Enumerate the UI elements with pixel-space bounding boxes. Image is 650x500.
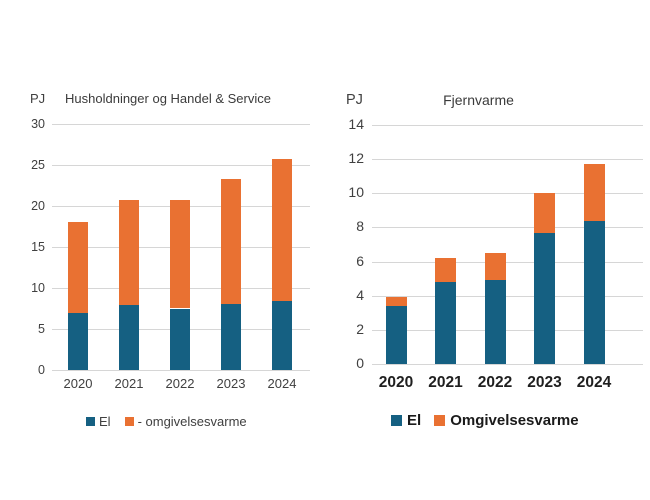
bar-segment-omgivelsesvarme-2020 <box>385 297 407 306</box>
bar-segment-el-2024 <box>583 220 605 364</box>
y-tick-label-5: 5 <box>38 322 45 336</box>
bar-segment-el-2020 <box>385 306 407 364</box>
legend-swatch <box>434 415 446 426</box>
gridline-25 <box>52 165 310 166</box>
legend-swatch <box>391 415 402 426</box>
legend-label: El <box>407 412 422 429</box>
legend-item-el: El <box>391 412 421 429</box>
chart-title: Fjernvarme <box>443 92 514 108</box>
legend-label: Omgivelsesvarme <box>450 412 579 429</box>
y-tick-label-8: 8 <box>356 218 364 235</box>
x-tick-label-2020: 2020 <box>63 376 93 391</box>
bar-segment-omgivelsesvarme-2022 <box>484 253 506 281</box>
bar-segment-el-2022 <box>484 280 506 365</box>
y-tick-label-25: 25 <box>31 158 45 172</box>
bar-segment-el-2022 <box>170 308 190 370</box>
bar-segment-el-2023 <box>221 304 241 370</box>
bar-segment-omgivelsesvarme-2021 <box>119 200 139 306</box>
y-tick-label-15: 15 <box>31 240 45 254</box>
y-tick-label-30: 30 <box>31 117 45 131</box>
gridline-0 <box>52 370 310 371</box>
legend-item-omgivelsesvarme: Omgivelsesvarme <box>434 412 579 429</box>
x-tick-label-2024: 2024 <box>267 376 297 391</box>
gridline-10 <box>372 193 643 195</box>
legend: El Omgivelsesvarme <box>391 412 579 429</box>
y-tick-label-6: 6 <box>356 252 364 269</box>
x-tick-label-2020: 2020 <box>378 374 414 391</box>
gridline-0 <box>372 364 643 365</box>
x-tick-label-2022: 2022 <box>477 374 513 391</box>
x-tick-label-2021: 2021 <box>114 376 144 391</box>
y-tick-label-14: 14 <box>348 116 364 132</box>
bar-segment-el-2024 <box>272 301 292 370</box>
x-tick-label-2024: 2024 <box>576 374 612 391</box>
y-tick-label-10: 10 <box>31 281 45 295</box>
bar-segment-omgivelsesvarme-2021 <box>435 258 456 283</box>
gridline-4 <box>372 295 643 297</box>
legend-label: - omgivelsesvarme <box>137 414 247 429</box>
y-tick-label-0: 0 <box>38 363 45 377</box>
gridline-6 <box>372 261 643 263</box>
chart-title: Husholdninger og Handel & Service <box>65 91 271 106</box>
bar-segment-omgivelsesvarme-2023 <box>221 178 241 305</box>
bar-segment-el-2023 <box>534 232 555 364</box>
bar-segment-omgivelsesvarme-2024 <box>583 164 605 221</box>
y-tick-label-2: 2 <box>356 320 364 337</box>
legend-label: El <box>99 414 111 429</box>
y-tick-label-0: 0 <box>356 355 364 371</box>
legend-swatch <box>124 417 134 426</box>
y-tick-label-4: 4 <box>356 286 364 303</box>
gridline-2 <box>372 329 643 331</box>
bar-segment-el-2021 <box>435 282 456 364</box>
bar-segment-el-2021 <box>119 305 139 370</box>
bar-segment-el-2020 <box>68 312 88 370</box>
bar-segment-omgivelsesvarme-2024 <box>272 159 292 302</box>
legend: El - omgivelsesvarme <box>86 414 247 429</box>
y-tick-label-12: 12 <box>348 150 364 167</box>
y-axis-unit-label: PJ <box>346 92 363 108</box>
legend-item-omgivelsesvarme: - omgivelsesvarme <box>124 414 247 429</box>
x-tick-label-2023: 2023 <box>216 376 246 391</box>
gridline-14 <box>372 125 643 126</box>
legend-swatch <box>86 417 95 426</box>
x-tick-label-2023: 2023 <box>527 374 562 391</box>
gridline-30 <box>52 124 310 125</box>
x-tick-label-2021: 2021 <box>428 374 463 391</box>
bar-segment-omgivelsesvarme-2020 <box>68 222 88 313</box>
legend-item-el: El <box>86 414 111 429</box>
x-tick-label-2022: 2022 <box>165 376 195 391</box>
y-tick-label-10: 10 <box>348 184 364 201</box>
bar-segment-omgivelsesvarme-2023 <box>534 193 555 233</box>
y-axis-unit-label: PJ <box>30 91 46 106</box>
gridline-8 <box>372 227 643 229</box>
y-tick-label-20: 20 <box>31 199 45 213</box>
gridline-12 <box>372 159 643 161</box>
bar-segment-omgivelsesvarme-2022 <box>170 200 190 309</box>
